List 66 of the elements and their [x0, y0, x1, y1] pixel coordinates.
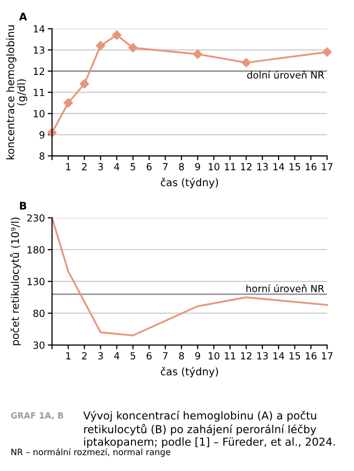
point: [96, 41, 106, 50]
x-tick-label: 11: [224, 352, 236, 360]
y-tick-label: 11: [34, 88, 44, 96]
x-axis-title: čas (týdny): [160, 366, 218, 378]
x-tick-label: 14: [273, 352, 284, 360]
x-tick-label: 9: [195, 163, 200, 170]
y-tick-label: 12: [34, 68, 44, 75]
y-axis-title: počet retikulocytů (10⁹/l): [10, 218, 21, 346]
text: Vývoj koncentrací hemoglobinu (A) a počtu retikulocytů (B) po zahájení perorální léčby iptakopanem; podle [1] – Füreder, et al., 2024.: [83, 410, 335, 448]
x-tick-label: 1: [66, 352, 70, 360]
ref-line-label: horní úroveň NR: [246, 284, 324, 292]
x-tick-label: 4: [114, 163, 120, 170]
x-tick-label: 7: [163, 163, 168, 170]
y-tick-label: 130: [28, 278, 44, 286]
x-tick-label: 3: [98, 163, 103, 170]
x-tick-label: 5: [130, 163, 136, 170]
x-tick-label: 12: [241, 163, 252, 170]
x-tick-label: 7: [163, 352, 168, 360]
point: [112, 30, 122, 40]
chart-title: A: [19, 12, 28, 20]
y-tick-label: 13: [34, 46, 44, 54]
point: [242, 58, 251, 68]
x-tick-label: 13: [257, 163, 268, 170]
point: [193, 50, 202, 59]
x-tick-label: 1: [66, 163, 70, 170]
y-tick-label: 180: [28, 246, 44, 254]
x-tick-label: 4: [114, 352, 120, 360]
x-tick-label: 6: [146, 352, 152, 360]
x-tick-label: 15: [290, 352, 300, 360]
x-tick-label: 6: [146, 163, 152, 170]
x-tick-label: 5: [130, 352, 136, 360]
y-tick-label: 9: [40, 131, 44, 139]
line-series: [51, 216, 328, 336]
x-tick-label: 8: [179, 163, 184, 170]
y-tick-label: 80: [33, 310, 44, 318]
point: [322, 47, 332, 57]
x-tick-label: 2: [82, 352, 87, 360]
x-tick-label: 11: [224, 163, 236, 170]
x-tick-label: 9: [195, 352, 200, 360]
y-tick-label: 230: [27, 214, 44, 222]
x-tick-label: 17: [322, 163, 332, 170]
chart-title: B: [20, 202, 26, 210]
x-tick-label: 12: [241, 352, 252, 360]
x-tick-label: 8: [179, 352, 184, 360]
text: GRAF 1A, B: [11, 412, 64, 420]
x-tick-label: 13: [257, 352, 268, 360]
y-tick-label: 8: [40, 152, 44, 160]
point: [128, 43, 138, 52]
x-tick-label: 17: [322, 352, 332, 360]
y-tick-label: 30: [33, 341, 44, 349]
text: NR – normální rozmezí, normal range: [11, 448, 170, 457]
x-tick-label: 2: [82, 163, 87, 170]
x-tick-label: 10: [208, 352, 220, 360]
y-tick-label: 14: [34, 25, 45, 32]
y-axis-title: koncentrace hemoglobinu (g/dl): [6, 25, 28, 160]
ref-line-label: dolní úroveň NR: [247, 70, 324, 79]
x-tick-label: 15: [290, 163, 300, 170]
x-tick-label: 3: [98, 352, 103, 360]
x-axis-title: čas (týdny): [160, 178, 218, 188]
point: [80, 79, 90, 88]
x-tick-label: 16: [306, 163, 316, 170]
x-tick-label: 10: [208, 163, 220, 170]
y-tick-label: 10: [34, 110, 44, 118]
x-tick-label: 14: [273, 163, 284, 170]
point: [64, 98, 73, 108]
x-tick-label: 16: [306, 352, 316, 360]
